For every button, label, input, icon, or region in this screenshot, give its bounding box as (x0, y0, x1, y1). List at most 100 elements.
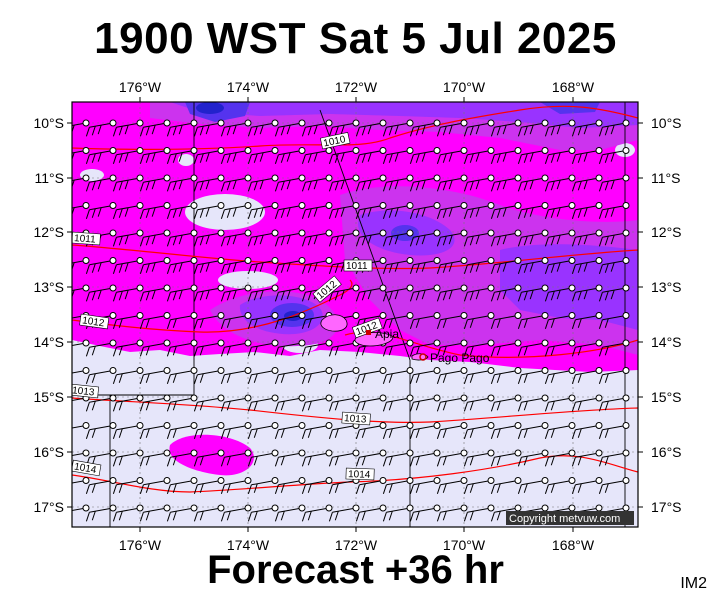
wind-barb (598, 257, 630, 274)
wind-barb (490, 147, 522, 164)
lon-tick-label-top: 168°W (552, 79, 595, 95)
wind-barb (72, 422, 90, 429)
wind-barb (301, 119, 333, 137)
lat-tick-label-left: 10°S (33, 115, 64, 131)
lon-tick-label-bottom: 168°W (552, 537, 595, 553)
wind-barb (517, 394, 549, 412)
wind-barb (220, 504, 252, 522)
place-label-pago-pago: Pago Pago (430, 351, 490, 365)
wind-barb (72, 174, 90, 189)
clear-patch (218, 271, 278, 289)
isobar (72, 279, 353, 333)
wind-barb (139, 202, 171, 219)
clear-patch (185, 194, 265, 230)
wind-barb (382, 284, 414, 302)
wind-barb (490, 202, 522, 219)
wind-barb (220, 284, 252, 302)
lat-tick-label-right: 16°S (651, 444, 682, 460)
svg-text:1011: 1011 (74, 233, 97, 246)
lat-tick-label-right: 14°S (651, 334, 682, 350)
wind-barb (247, 339, 279, 357)
wind-barb (166, 367, 198, 384)
wind-barb (490, 119, 522, 137)
wind-barb (166, 284, 198, 302)
wind-barb (355, 394, 387, 412)
wind-barb (463, 367, 495, 384)
wind-barb (274, 119, 306, 137)
wind-barb (598, 477, 630, 494)
wind-barb (220, 422, 252, 439)
wind-barb (220, 174, 252, 192)
wind-barb (72, 284, 90, 299)
wind-barb (85, 284, 117, 302)
wind-barb (355, 202, 387, 219)
wind-barb (409, 284, 441, 302)
wind-barb (112, 174, 144, 192)
wind-barb (436, 367, 468, 384)
wind-barb (301, 202, 333, 219)
lat-tick-label-left: 14°S (33, 334, 64, 350)
rain-region-deep-blue (196, 102, 224, 114)
wind-barb (193, 367, 225, 384)
wind-barb (85, 367, 117, 384)
lon-tick-label-top: 174°W (227, 79, 270, 95)
wind-barb (139, 477, 171, 494)
wind-barb (382, 229, 414, 247)
wind-barb (517, 147, 549, 164)
wind-barb (72, 257, 90, 271)
wind-barb (220, 477, 252, 494)
wind-barb (274, 394, 306, 412)
wind-barb (436, 147, 468, 164)
wind-barb (220, 147, 252, 164)
wind-barb (517, 477, 549, 494)
wind-barb (328, 174, 360, 192)
wind-barb (517, 257, 549, 274)
wind-barb (220, 229, 252, 247)
wind-barb (409, 367, 441, 384)
wind-barb (220, 312, 252, 329)
wind-barb (409, 119, 441, 137)
wind-barb (301, 394, 333, 412)
wind-barb (220, 119, 252, 137)
wind-barb (166, 504, 198, 522)
wind-barb (517, 174, 549, 192)
wind-barb (544, 202, 576, 219)
wind-barb (220, 339, 252, 357)
wind-barb (409, 422, 441, 439)
wind-barb (436, 339, 468, 357)
wind-barb (328, 284, 360, 302)
wind-barb (328, 367, 360, 384)
wind-barb (274, 147, 306, 164)
wind-barb (544, 477, 576, 494)
wind-barb (112, 367, 144, 384)
wind-barb (463, 394, 495, 412)
wind-barb (517, 422, 549, 439)
wind-barb (409, 257, 441, 274)
wind-barb (490, 367, 522, 384)
wind-barb (112, 284, 144, 302)
wind-barb (409, 394, 441, 412)
wind-barb (355, 229, 387, 247)
wind-barb (409, 504, 441, 522)
wind-barb (571, 477, 603, 494)
wind-barb (166, 477, 198, 494)
wind-barb (544, 229, 576, 247)
wind-barb (166, 422, 198, 439)
wind-barb (247, 422, 279, 439)
wind-barb (85, 119, 117, 137)
wind-barb (274, 312, 306, 329)
wind-barb (274, 477, 306, 494)
isobar-label: 1012 (79, 313, 110, 329)
forecast-label: Forecast +36 hr (207, 548, 504, 592)
wind-barb (490, 504, 522, 522)
wind-barb (409, 174, 441, 192)
wind-barb (139, 147, 171, 164)
wind-barb (409, 147, 441, 164)
wind-barb (301, 367, 333, 384)
wind-barb (463, 119, 495, 137)
wind-barb (247, 367, 279, 384)
wind-barb (193, 174, 225, 192)
wind-barb (193, 119, 225, 137)
wind-barb (301, 504, 333, 522)
copyright-text: Copyright metvuw.com (509, 513, 620, 525)
